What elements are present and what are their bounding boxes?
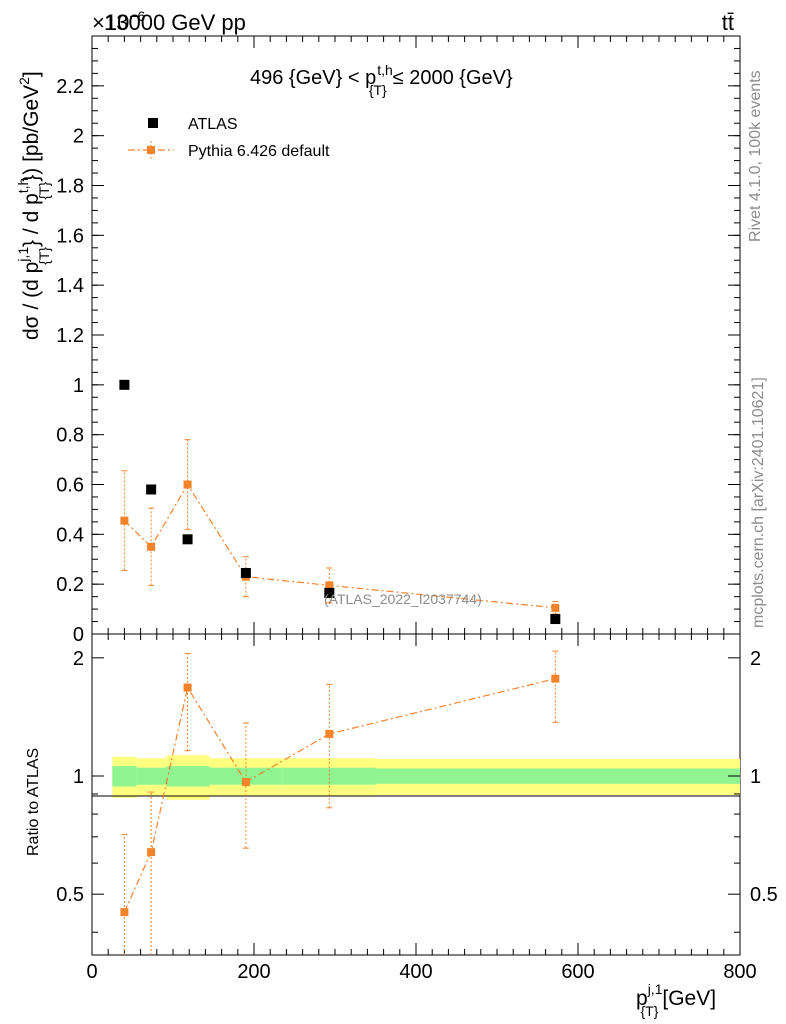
pythia-point	[325, 581, 334, 590]
x-tick-label: 0	[86, 961, 97, 983]
x-tick-label: 800	[723, 961, 756, 983]
ratio-band-green-5	[375, 768, 740, 784]
analysis-label: (ATLAS_2022_I2037744)	[324, 591, 482, 607]
pythia-point	[183, 480, 192, 489]
atlas-point	[119, 379, 130, 390]
pythia-ratio-series	[120, 650, 560, 955]
process-label: tt̄	[722, 10, 734, 35]
atlas-point	[182, 534, 193, 545]
pythia-ratio-point	[147, 848, 156, 857]
energy-label: 13000 GeV pp	[104, 10, 246, 35]
exponent-label: ×10−6	[92, 8, 146, 35]
y-axis-label: dσ / (d pj,1 {T}} / d pt,h {T}}) [pb/GeV2]	[15, 71, 52, 340]
y-tick-label: 1	[73, 375, 84, 397]
y-tick-label: 0.4	[56, 524, 84, 546]
x-axis-label: pj,1 {T}[GeV]	[636, 981, 716, 1019]
y-tick-label: 1.6	[56, 225, 84, 247]
y-tick-label: 1.4	[56, 275, 84, 297]
ratio-y-tick-label-right: 2	[750, 648, 761, 670]
atlas-series	[119, 379, 561, 625]
pythia-line	[123, 483, 556, 609]
ratio-y-axis-label: Ratio to ATLAS	[25, 748, 42, 856]
ratio-band-green-4	[282, 767, 376, 785]
atlas-point	[146, 484, 157, 495]
ratio-uncertainty-bands	[112, 755, 740, 800]
x-tick-label: 200	[237, 961, 270, 983]
pythia-series	[120, 439, 560, 615]
y-tick-label: 2.2	[56, 76, 84, 98]
ratio-y-tick-label: 1	[73, 766, 84, 788]
pythia-ratio-point	[241, 778, 250, 787]
atlas-point	[240, 567, 251, 578]
ratio-y-tick-label-right: 0.5	[750, 884, 778, 906]
ratio-y-tick-label: 0.5	[56, 884, 84, 906]
y-tick-label: 0.8	[56, 425, 84, 447]
y-tick-label: 2	[73, 126, 84, 148]
legend-pythia-label: Pythia 6.426 default	[188, 143, 330, 160]
ratio-band-green-0	[112, 766, 137, 787]
ratio-axis-ticks: 0 200 400 600 800 0.5 0.5 1 1 2 2	[56, 634, 778, 983]
ratio-y-tick-label: 2	[73, 648, 84, 670]
y-tick-label: 1.2	[56, 325, 84, 347]
ratio-band-green-1	[136, 767, 167, 785]
y-tick-label: 0	[73, 624, 84, 646]
pythia-point	[551, 603, 560, 612]
ratio-y-tick-label-right: 1	[750, 766, 761, 788]
x-tick-label: 600	[561, 961, 594, 983]
ratio-band-green-2	[166, 766, 210, 787]
x-tick-label: 400	[399, 961, 432, 983]
y-tick-label: 0.2	[56, 574, 84, 596]
atlas-point	[550, 614, 561, 625]
y-tick-label: 0.6	[56, 475, 84, 497]
legend-atlas-label: ATLAS	[188, 116, 238, 133]
atlas-point	[324, 587, 335, 598]
main-axis-ticks: 0 0.2 0.4 0.6 0.8 1 1.2 1.4 1.6 1.8 2 2.2	[56, 35, 741, 646]
rivet-label: Rivet 4.1.0, 100k events	[747, 70, 764, 242]
y-tick-label: 1.8	[56, 176, 84, 198]
pythia-ratio-point	[325, 729, 334, 738]
mcplots-label: mcplots.cern.ch [arXiv:2401.10621]	[750, 377, 767, 628]
pythia-ratio-line	[123, 678, 556, 913]
pythia-point	[147, 542, 156, 551]
legend-atlas-marker	[148, 118, 158, 128]
pythia-ratio-point	[120, 908, 129, 917]
pythia-point	[120, 516, 129, 525]
chart-title: 496 {GeV} < pt,h {T}≤ 2000 {GeV}	[250, 62, 513, 98]
pythia-ratio-point	[183, 683, 192, 692]
pythia-ratio-point	[551, 674, 560, 683]
